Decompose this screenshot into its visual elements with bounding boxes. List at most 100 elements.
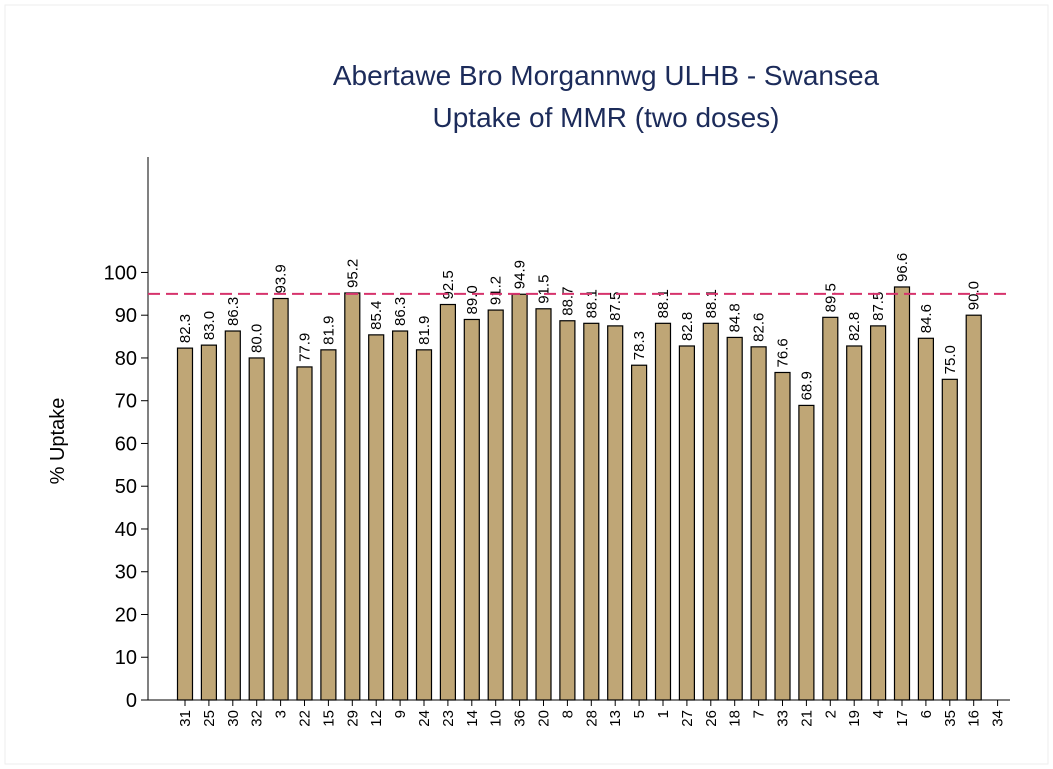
bar [822,316,839,701]
x-tick-label: 25 [201,710,218,727]
value-label: 94.9 [512,260,529,289]
x-tick-label: 21 [798,710,815,727]
x-tick-label: 19 [846,710,863,727]
bar [439,303,456,701]
bar [607,325,624,701]
x-tick-label: 26 [703,710,720,727]
bar [272,297,289,701]
bar [654,322,672,701]
bar [750,346,767,701]
value-label: 80.0 [249,324,266,353]
bar [774,371,791,701]
x-tick-label: 32 [249,710,266,727]
value-label: 87.5 [870,292,887,321]
x-tick-label: 13 [607,710,624,727]
value-label: 91.5 [536,275,553,304]
value-label: 88.1 [583,289,600,318]
value-label: 81.9 [416,316,433,345]
chart-title: Abertawe Bro Morgannwg ULHB - Swansea [333,60,880,91]
value-label: 84.6 [918,304,935,333]
x-tick-label: 36 [512,710,529,727]
bar [917,337,935,701]
bar [869,325,887,701]
y-tick-label: 70 [115,391,137,413]
value-label: 82.3 [177,314,194,343]
x-tick-label: 28 [583,710,600,727]
y-axis-label: % Uptake [47,398,69,485]
value-label: 68.9 [798,371,815,400]
bar [535,308,552,701]
bar [798,404,815,701]
x-tick-label: 12 [368,710,385,727]
bar [583,322,600,701]
value-label: 95.2 [344,259,361,288]
y-tick-label: 20 [115,604,137,626]
x-tick-label: 35 [942,710,959,727]
y-tick-label: 40 [115,519,137,541]
x-tick-label: 18 [727,710,744,727]
chart-subtitle: Uptake of MMR (two doses) [433,102,780,133]
bar [463,318,480,701]
bar [176,347,194,701]
x-tick-label: 4 [870,710,887,718]
y-tick-label: 10 [115,647,137,669]
value-label: 82.6 [751,313,768,342]
bar [559,320,576,701]
value-label: 92.5 [440,270,457,299]
x-tick-label: 9 [392,710,409,718]
y-tick-label: 50 [115,476,137,498]
x-tick-label: 2 [822,710,839,718]
value-label: 83.0 [201,311,218,340]
value-label: 91.2 [488,276,505,305]
value-label: 82.8 [679,312,696,341]
bar [320,349,337,701]
value-label: 82.8 [846,312,863,341]
y-tick-label: 100 [104,262,137,284]
bar [846,345,863,701]
x-tick-label: 7 [751,710,768,718]
bar [200,344,217,701]
value-label: 93.9 [273,264,290,293]
bar [630,364,648,701]
value-label: 87.5 [607,292,624,321]
bar [511,293,528,701]
x-tick-label: 14 [464,710,481,727]
bar [296,366,313,701]
x-tick-label: 3 [273,710,290,718]
value-label: 88.1 [703,289,720,318]
y-tick-label: 30 [115,562,137,584]
bar [248,357,265,701]
bar [392,330,409,701]
y-tick-label: 60 [115,433,137,455]
x-tick-label: 29 [344,710,361,727]
x-tick-label: 1 [655,710,672,718]
value-label: 88.7 [559,287,576,316]
x-tick-label: 17 [894,710,911,727]
x-tick-label: 20 [536,710,553,727]
x-tick-label: 27 [679,710,696,727]
bar [726,336,743,701]
value-label: 90.0 [966,281,983,310]
bar [368,334,385,701]
x-tick-label: 23 [440,710,457,727]
x-tick-label: 5 [631,710,648,718]
bar [941,378,958,701]
x-tick-label: 10 [488,710,505,727]
bar [487,309,504,701]
bar [415,349,433,701]
bar [893,286,911,701]
value-label: 86.3 [225,297,242,326]
x-tick-label: 16 [966,710,983,727]
x-tick-label: 31 [177,710,194,727]
value-label: 96.6 [894,253,911,282]
x-tick-label: 34 [990,710,1007,727]
value-label: 86.3 [392,297,409,326]
x-tick-label: 30 [225,710,242,727]
value-label: 88.1 [655,289,672,318]
x-tick-label: 6 [918,710,935,718]
value-label: 84.8 [727,303,744,332]
bar [344,292,361,701]
value-label: 77.9 [297,333,314,362]
value-label: 81.9 [320,316,337,345]
